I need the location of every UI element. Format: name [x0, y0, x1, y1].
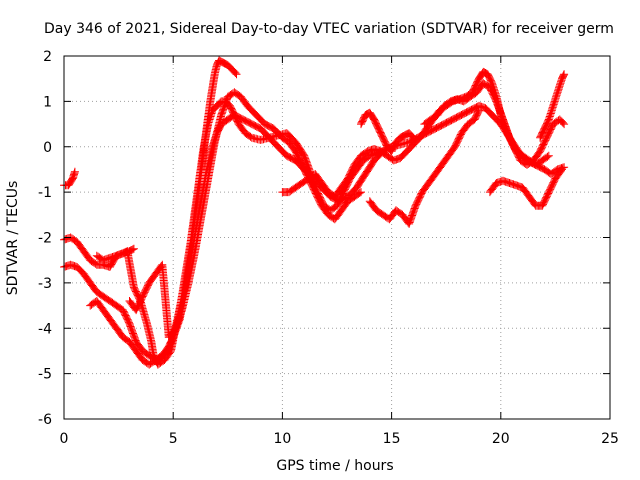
data-point — [474, 107, 483, 116]
y-tick-label: -3 — [38, 276, 52, 292]
x-axis-label: GPS time / hours — [276, 458, 393, 474]
y-tick-label: -5 — [38, 367, 52, 383]
data-point — [216, 57, 225, 66]
series-track-10 — [485, 165, 566, 210]
series-track-7 — [278, 67, 569, 201]
data-point — [409, 133, 418, 142]
data-point — [558, 165, 566, 174]
data-point — [129, 244, 138, 253]
data-point — [544, 151, 553, 160]
series-track-9 — [365, 106, 483, 228]
y-tick-label: -1 — [38, 185, 52, 201]
y-tick-label: -6 — [38, 412, 52, 428]
series-track-5 — [125, 88, 365, 342]
data-point — [559, 118, 567, 127]
series-track-11 — [536, 70, 569, 142]
y-axis-label: SDTVAR / TECUs — [5, 181, 21, 296]
y-tick-label: -4 — [38, 321, 52, 337]
chart-title: Day 346 of 2021, Sidereal Day-to-day VTE… — [44, 21, 614, 37]
series-track-6 — [92, 244, 138, 265]
data-point — [475, 106, 483, 115]
x-tick-label: 15 — [383, 431, 401, 447]
data-point — [560, 120, 569, 129]
y-tick-label: -2 — [38, 231, 52, 247]
x-tick-label: 10 — [273, 431, 291, 447]
data-points — [60, 56, 569, 369]
data-point — [215, 56, 224, 65]
series-track-1 — [60, 167, 79, 190]
axis-ticks: 0 5 10 15 20 25 -6 -5 -4 -3 -2 -1 0 1 2 — [38, 49, 619, 447]
data-point — [357, 188, 365, 197]
series-track-8 — [357, 108, 418, 156]
data-point — [557, 166, 565, 175]
x-tick-label: 0 — [60, 431, 69, 447]
y-tick-label: 0 — [43, 140, 52, 156]
y-tick-label: 2 — [43, 49, 52, 65]
x-tick-label: 20 — [492, 431, 510, 447]
series-track-4 — [86, 101, 569, 369]
x-tick-label: 25 — [601, 431, 619, 447]
data-point — [355, 189, 364, 197]
series-track-12 — [420, 79, 553, 169]
data-point — [231, 69, 240, 77]
x-tick-label: 5 — [169, 431, 178, 447]
data-point — [232, 70, 241, 79]
series-track-2 — [60, 56, 241, 369]
y-tick-label: 1 — [43, 94, 52, 110]
series-track-3 — [60, 97, 387, 364]
data-point — [128, 245, 137, 254]
data-point — [543, 152, 552, 161]
data-point — [408, 132, 417, 141]
data-point — [560, 70, 569, 79]
data-point — [70, 167, 79, 176]
